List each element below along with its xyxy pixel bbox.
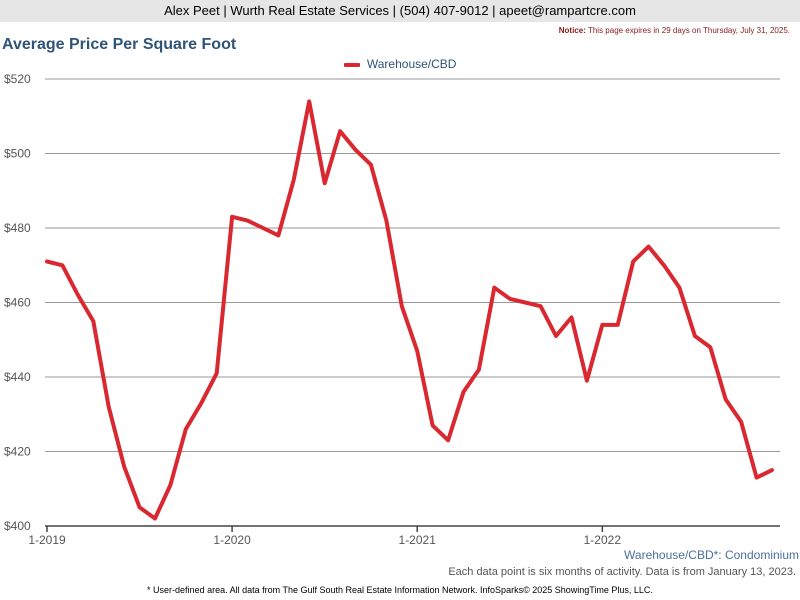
data-point[interactable] [567,313,575,321]
data-point[interactable] [675,284,683,292]
data-point[interactable] [583,377,591,385]
data-point[interactable] [228,213,236,221]
expiry-notice: Notice: This page expires in 29 days on … [559,26,790,35]
contact-text: Alex Peet | Wurth Real Estate Services |… [164,3,636,18]
data-point[interactable] [305,97,313,105]
data-point[interactable] [259,224,267,232]
data-point[interactable] [136,503,144,511]
data-point[interactable] [290,176,298,184]
data-point[interactable] [105,403,113,411]
footer-attribution: * User-defined area. All data from The G… [147,585,653,595]
data-point[interactable] [691,332,699,340]
data-point[interactable] [521,299,529,307]
data-point[interactable] [737,418,745,426]
chart-title: Average Price Per Square Foot [2,36,237,53]
y-tick-label: $420 [4,445,31,459]
data-point[interactable] [336,127,344,135]
data-point[interactable] [382,217,390,225]
data-note: Each data point is six months of activit… [448,566,796,578]
data-point[interactable] [475,366,483,374]
grid-lines [45,78,780,452]
data-point[interactable] [120,462,128,470]
data-point[interactable] [398,302,406,310]
data-point[interactable] [182,425,190,433]
axes: $400 $420 $440 $460 $480 $500 $520 1-2019 1-2020… [4,72,780,547]
y-tick-label: $440 [4,370,31,384]
data-point[interactable] [58,261,66,269]
data-point[interactable] [537,302,545,310]
y-tick-label: $400 [4,519,31,533]
data-point[interactable] [166,481,174,489]
data-point[interactable] [213,369,221,377]
data-point[interactable] [660,261,668,269]
x-tick-label: 1-2019 [28,533,66,547]
data-point[interactable] [629,258,637,266]
data-point[interactable] [598,321,606,329]
y-tick-label: $460 [4,296,31,310]
data-point[interactable] [321,179,329,187]
x-tick-label: 1-2022 [584,533,622,547]
data-point[interactable] [645,243,653,251]
data-point[interactable] [506,295,514,303]
data-point[interactable] [444,436,452,444]
notice-label: Notice: [558,26,586,35]
chart-legend[interactable]: Warehouse/CBD [0,57,800,71]
series-layer [43,97,776,523]
data-point[interactable] [722,395,730,403]
data-point[interactable] [753,474,761,482]
legend-swatch [343,62,360,67]
data-point[interactable] [244,217,252,225]
data-point[interactable] [429,421,437,429]
data-point[interactable] [197,399,205,407]
y-tick-label: $480 [4,221,31,235]
y-tick-label: $520 [4,72,31,86]
x-tick-label: 1-2021 [399,533,437,547]
legend-label: Warehouse/CBD [366,57,457,71]
notice-text: This page expires in 29 days on Thursday… [587,26,790,35]
y-tick-label: $500 [4,147,31,161]
x-tick-label: 1-2020 [213,533,251,547]
data-point[interactable] [274,231,282,239]
data-point[interactable] [768,466,776,474]
data-point[interactable] [43,258,51,266]
data-point[interactable] [459,388,467,396]
data-point[interactable] [151,515,159,523]
area-label: Warehouse/CBD*: Condominium [624,548,799,562]
data-point[interactable] [552,332,560,340]
data-point[interactable] [352,146,360,154]
data-point[interactable] [89,317,97,325]
data-point[interactable] [74,291,82,299]
data-point[interactable] [367,161,375,169]
data-point[interactable] [413,347,421,355]
series-line-warehouse-cbd[interactable] [45,99,774,521]
data-point[interactable] [614,321,622,329]
data-point[interactable] [490,284,498,292]
contact-header: Alex Peet | Wurth Real Estate Services |… [0,0,800,22]
data-point[interactable] [706,343,714,351]
